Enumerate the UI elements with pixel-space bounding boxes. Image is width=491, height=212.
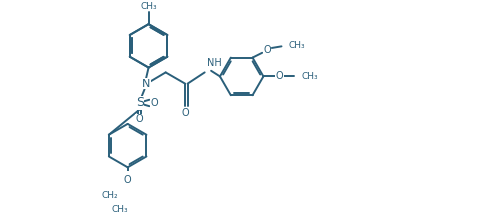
Text: O: O xyxy=(263,45,271,55)
Text: N: N xyxy=(142,79,150,89)
Text: O: O xyxy=(124,175,132,185)
Text: S: S xyxy=(136,96,144,109)
Text: NH: NH xyxy=(207,58,222,68)
Text: O: O xyxy=(275,71,283,81)
Text: CH₃: CH₃ xyxy=(301,72,318,81)
Text: O: O xyxy=(136,114,143,124)
Text: O: O xyxy=(150,98,158,108)
Text: CH₃: CH₃ xyxy=(111,205,128,212)
Text: CH₃: CH₃ xyxy=(289,41,305,50)
Text: CH₂: CH₂ xyxy=(102,191,118,200)
Text: CH₃: CH₃ xyxy=(140,2,157,11)
Text: O: O xyxy=(181,108,189,118)
